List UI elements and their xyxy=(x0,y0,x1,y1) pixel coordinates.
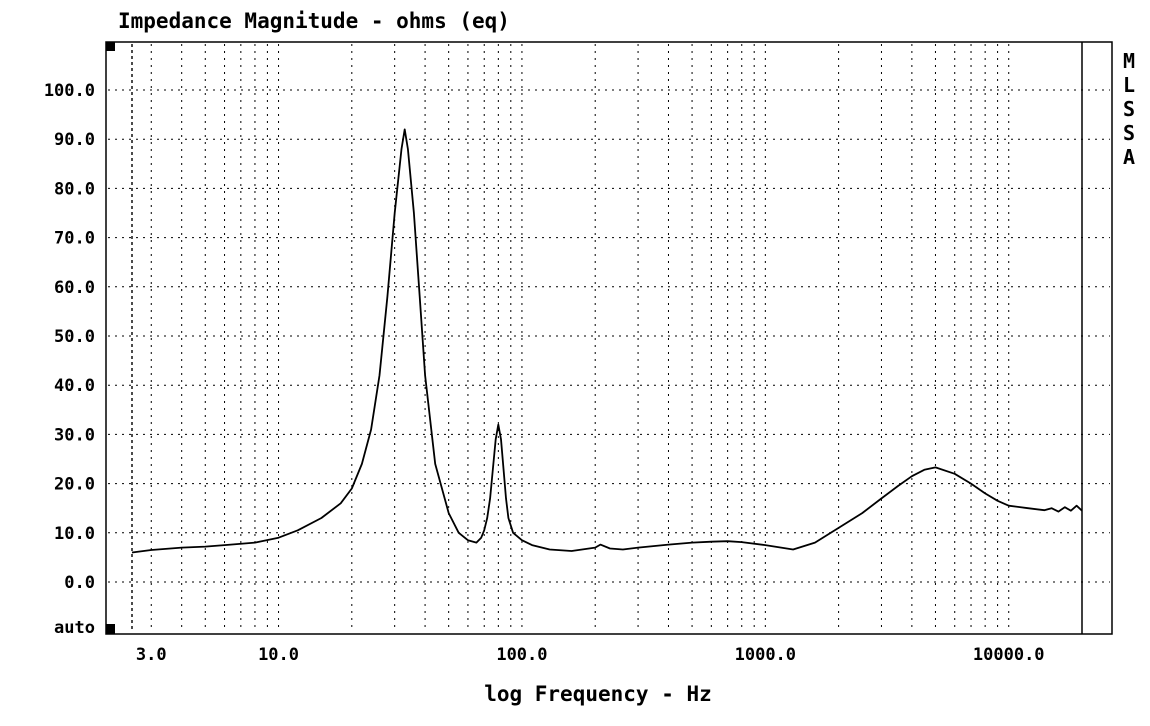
x-axis-label: log Frequency - Hz xyxy=(484,682,712,706)
y-tick-label: 50.0 xyxy=(54,327,95,347)
side-label-letter: L xyxy=(1123,73,1135,97)
y-tick-label: 30.0 xyxy=(54,425,95,445)
impedance-curve xyxy=(131,128,1083,554)
x-tick-label: 1000.0 xyxy=(735,645,796,665)
x-tick-label: 100.0 xyxy=(496,645,547,665)
x-tick-label: 10000.0 xyxy=(973,645,1045,665)
top-marker xyxy=(106,42,115,51)
chart-title: Impedance Magnitude - ohms (eq) xyxy=(118,9,510,33)
y-tick-labels: 100.0 90.0 80.0 70.0 60.0 50.0 40.0 30.0 20.0 10.… xyxy=(44,81,95,638)
x-tick-labels: 3.0 10.0 100.0 1000.0 10000.0 xyxy=(136,645,1045,665)
y-tick-label: 70.0 xyxy=(54,229,95,249)
y-tick-label: 10.0 xyxy=(54,524,95,544)
y-tick-label: 80.0 xyxy=(54,179,95,199)
y-tick-label: 90.0 xyxy=(54,130,95,150)
y-tick-label: auto xyxy=(54,618,95,638)
bottom-marker xyxy=(106,624,115,634)
side-label-letter: A xyxy=(1123,145,1135,169)
side-label-letter: M xyxy=(1123,49,1135,73)
side-label-letter: S xyxy=(1123,121,1135,145)
y-tick-label: 60.0 xyxy=(54,278,95,298)
y-tick-label: 0.0 xyxy=(64,573,95,593)
y-tick-label: 100.0 xyxy=(44,81,95,101)
x-tick-label: 3.0 xyxy=(136,645,167,665)
grid xyxy=(108,44,1110,632)
y-tick-label: 20.0 xyxy=(54,475,95,495)
side-label-letter: S xyxy=(1123,97,1135,121)
y-tick-label: 40.0 xyxy=(54,376,95,396)
series-group xyxy=(131,128,1083,554)
plot-frame xyxy=(105,41,1113,635)
x-tick-label: 10.0 xyxy=(258,645,299,665)
